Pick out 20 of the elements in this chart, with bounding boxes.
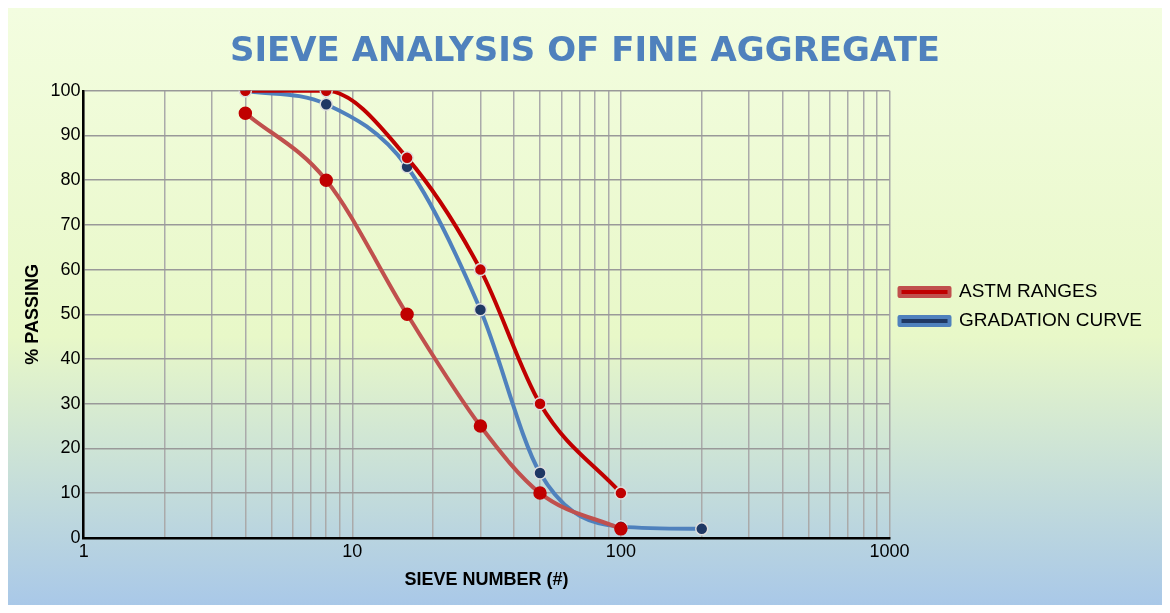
y-tick-label: 40 <box>60 347 81 368</box>
y-tick-label: 50 <box>60 303 81 324</box>
x-tick-label: 100 <box>605 540 636 561</box>
x-tick-label: 1000 <box>869 540 910 561</box>
chart-title: SIEVE ANALYSIS OF FINE AGGREGATE <box>229 29 941 70</box>
y-tick-label: 30 <box>60 392 81 413</box>
y-tick-label: 10 <box>60 482 81 503</box>
legend-label: ASTM RANGES <box>959 280 1098 302</box>
y-axis-title: % PASSING <box>21 263 42 365</box>
y-tick-label: 100 <box>50 79 81 100</box>
x-tick-label: 10 <box>342 540 363 561</box>
legend-label: GRADATION CURVE <box>959 309 1143 331</box>
y-tick-label: 20 <box>60 437 81 458</box>
y-tick-label: 80 <box>60 169 81 190</box>
x-axis-title: SIEVE NUMBER (#) <box>404 569 569 590</box>
y-tick-label: 60 <box>60 258 81 279</box>
y-tick-label: 90 <box>60 124 81 145</box>
y-tick-label: 0 <box>70 526 81 547</box>
x-tick-label: 1 <box>78 540 89 561</box>
y-tick-label: 70 <box>60 213 81 234</box>
